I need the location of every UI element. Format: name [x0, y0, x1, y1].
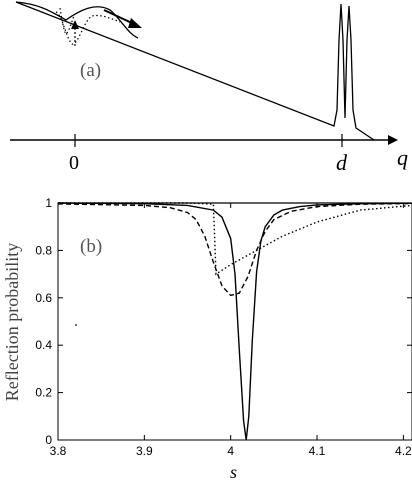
x-axis-label: s: [230, 462, 237, 480]
propagation-arrow-shaft: [103, 9, 135, 25]
plot-frame: [57, 202, 412, 441]
panel-a-schematic: q 0 d (a): [10, 1, 408, 175]
panel-b-label: (b): [80, 236, 102, 257]
tick-zero-label: 0: [69, 152, 79, 174]
x-tick-label: 3.9: [136, 444, 153, 458]
series-line-solid: [57, 202, 412, 441]
wavepacket-dotted-outer: [55, 11, 121, 45]
y-tick-label: 0.8: [35, 243, 52, 257]
tick-d-label: d: [336, 150, 348, 175]
x-tick-label: 4.2: [395, 444, 412, 458]
propagation-arrowhead: [128, 18, 142, 28]
potential-curve: [15, 1, 375, 141]
x-tick-label: 4: [227, 444, 234, 458]
q-axis-symbol: q: [397, 145, 408, 170]
q-axis-arrowhead: [388, 135, 398, 145]
stray-dot-mark: [75, 324, 77, 326]
dotted-up-arrowhead: [71, 20, 79, 29]
x-tick-label: 3.8: [50, 444, 67, 458]
y-tick-label: 0.6: [35, 291, 52, 305]
y-tick-label: 0: [45, 433, 52, 447]
series-line-dotted: [58, 202, 412, 276]
y-tick-label: 0.2: [35, 386, 52, 400]
wavepacket-solid: [15, 1, 139, 39]
y-axis-label: Reflection probability: [2, 243, 22, 401]
wavepacket-dotted-inner: [59, 7, 75, 35]
y-tick-label: 0.4: [35, 338, 52, 352]
panel-a-label: (a): [80, 60, 101, 81]
x-tick-label: 4.1: [309, 444, 326, 458]
series-line-dashed: [57, 202, 412, 297]
